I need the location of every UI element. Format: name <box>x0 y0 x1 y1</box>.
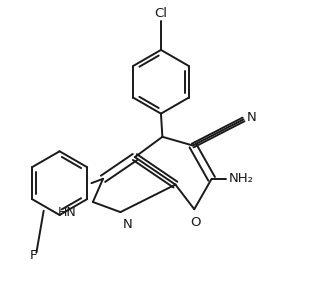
Text: NH₂: NH₂ <box>228 172 253 185</box>
Text: O: O <box>190 217 201 230</box>
Text: N: N <box>123 219 132 231</box>
Text: F: F <box>30 249 37 262</box>
Text: Cl: Cl <box>154 6 167 19</box>
Text: N: N <box>247 111 257 125</box>
Text: HN: HN <box>58 206 77 219</box>
